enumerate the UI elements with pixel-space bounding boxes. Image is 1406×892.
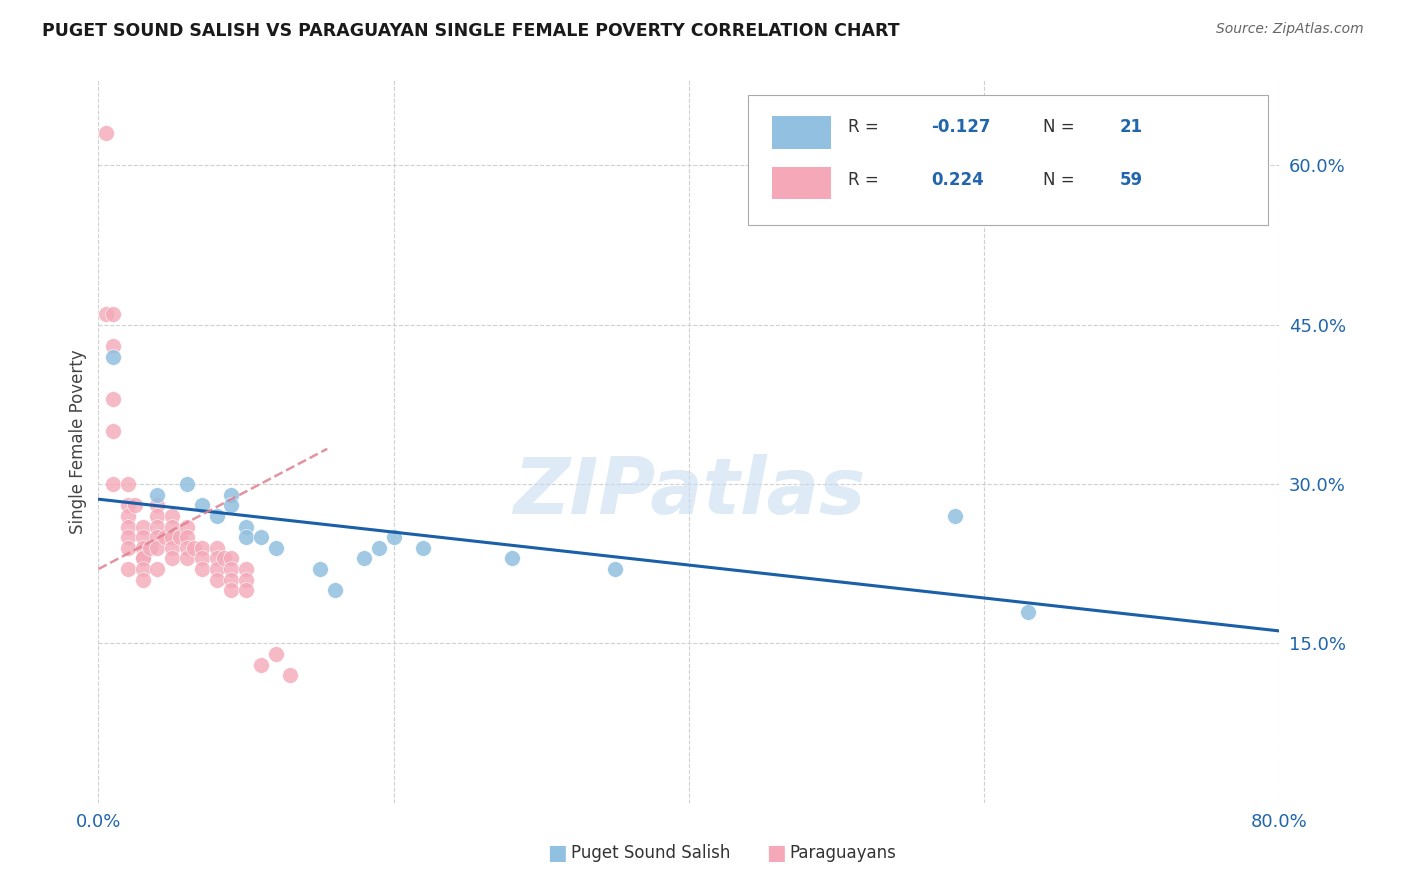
Point <box>264 647 287 661</box>
Point <box>183 541 205 555</box>
Point <box>176 530 198 544</box>
Point <box>94 307 117 321</box>
Point <box>117 498 139 512</box>
Point <box>132 562 155 576</box>
Point <box>146 498 169 512</box>
Point <box>191 562 214 576</box>
Text: ZIPatlas: ZIPatlas <box>513 454 865 530</box>
Point <box>221 573 243 587</box>
Point <box>94 127 117 141</box>
Point <box>353 551 375 566</box>
Point <box>205 551 228 566</box>
Point <box>169 530 191 544</box>
Point <box>1018 605 1040 619</box>
Point <box>132 530 155 544</box>
Point <box>103 339 125 353</box>
Point <box>132 541 155 555</box>
Point <box>132 551 155 566</box>
FancyBboxPatch shape <box>772 167 831 200</box>
Text: N =: N = <box>1043 171 1074 189</box>
Point <box>221 562 243 576</box>
Point <box>117 530 139 544</box>
Point <box>146 488 169 502</box>
Point <box>146 519 169 533</box>
Text: Source: ZipAtlas.com: Source: ZipAtlas.com <box>1216 22 1364 37</box>
Point <box>205 508 228 523</box>
Point <box>205 573 228 587</box>
Point <box>323 583 346 598</box>
Point <box>162 530 183 544</box>
Point <box>176 519 198 533</box>
Point <box>139 541 162 555</box>
Point <box>205 541 228 555</box>
Point <box>132 519 155 533</box>
Y-axis label: Single Female Poverty: Single Female Poverty <box>69 350 87 533</box>
Point <box>309 562 332 576</box>
Point <box>368 541 391 555</box>
Point <box>103 392 125 406</box>
Text: -0.127: -0.127 <box>931 119 991 136</box>
Text: N =: N = <box>1043 119 1074 136</box>
Point <box>176 541 198 555</box>
Point <box>250 657 273 672</box>
Point <box>117 477 139 491</box>
Point <box>212 551 235 566</box>
Point <box>221 488 243 502</box>
Point <box>103 477 125 491</box>
Point <box>250 530 273 544</box>
Point <box>162 519 183 533</box>
Point <box>191 551 214 566</box>
Point <box>235 583 257 598</box>
Point <box>103 350 125 364</box>
Point <box>146 530 169 544</box>
Point <box>221 498 243 512</box>
Point <box>382 530 405 544</box>
Point <box>280 668 302 682</box>
Point <box>221 551 243 566</box>
Point <box>176 477 198 491</box>
FancyBboxPatch shape <box>772 116 831 149</box>
Point <box>235 573 257 587</box>
Text: PUGET SOUND SALISH VS PARAGUAYAN SINGLE FEMALE POVERTY CORRELATION CHART: PUGET SOUND SALISH VS PARAGUAYAN SINGLE … <box>42 22 900 40</box>
Point <box>132 573 155 587</box>
FancyBboxPatch shape <box>748 95 1268 225</box>
Point <box>191 541 214 555</box>
Point <box>162 508 183 523</box>
Point <box>146 508 169 523</box>
Point <box>162 551 183 566</box>
Point <box>117 508 139 523</box>
Text: ■: ■ <box>766 843 786 863</box>
Text: ■: ■ <box>547 843 567 863</box>
Text: 0.224: 0.224 <box>931 171 984 189</box>
Point <box>221 583 243 598</box>
Point <box>103 307 125 321</box>
Point <box>191 498 214 512</box>
Point <box>412 541 434 555</box>
Point <box>501 551 523 566</box>
Point <box>943 508 966 523</box>
Point <box>117 562 139 576</box>
Point <box>132 551 155 566</box>
Point <box>235 530 257 544</box>
Text: Puget Sound Salish: Puget Sound Salish <box>571 845 730 863</box>
Point <box>146 541 169 555</box>
Point <box>117 541 139 555</box>
Point <box>235 562 257 576</box>
Point <box>117 519 139 533</box>
Point <box>235 519 257 533</box>
Point <box>205 562 228 576</box>
Point <box>605 562 627 576</box>
Point <box>103 424 125 438</box>
Point <box>153 530 176 544</box>
Text: R =: R = <box>848 119 879 136</box>
Text: R =: R = <box>848 171 879 189</box>
Point <box>146 562 169 576</box>
Text: 21: 21 <box>1121 119 1143 136</box>
Text: 59: 59 <box>1121 171 1143 189</box>
Point <box>264 541 287 555</box>
Point <box>162 541 183 555</box>
Point <box>124 498 146 512</box>
Text: Paraguayans: Paraguayans <box>789 845 896 863</box>
Point <box>176 551 198 566</box>
